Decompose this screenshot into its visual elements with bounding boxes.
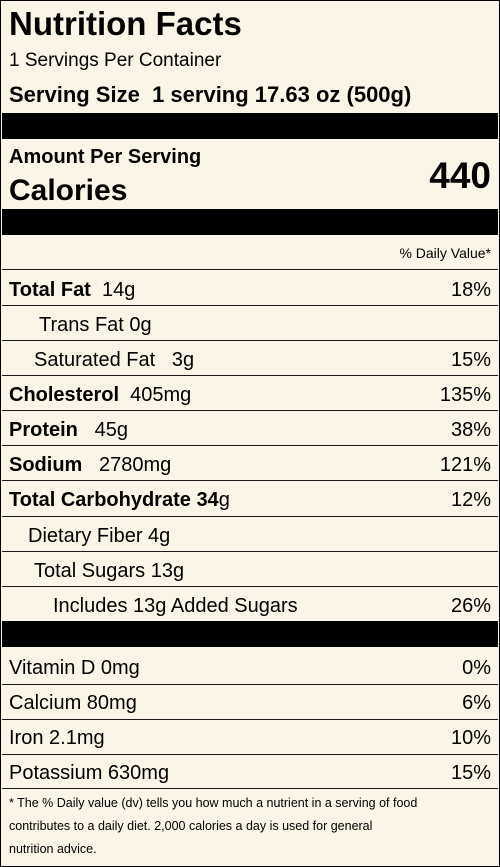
calories-label: Calories: [9, 174, 128, 207]
protein-dv: 38%: [450, 419, 491, 441]
dietary-fiber-row: Dietary Fiber 4g: [28, 525, 171, 547]
total-carbohydrate-amount: 34: [196, 489, 219, 511]
row-divider: [2, 754, 498, 755]
sodium-amount: 2780mg: [99, 454, 172, 476]
potassium-dv: 15%: [450, 762, 491, 784]
footnote-line-2: contributes to a daily diet. 2,000 calor…: [9, 819, 373, 833]
amount-per-serving: Amount Per Serving: [9, 146, 202, 168]
row-divider: [2, 684, 498, 685]
servings-per-container: 1 Servings Per Container: [9, 50, 222, 71]
calcium-dv: 6%: [462, 692, 491, 714]
cholesterol-amount: 405mg: [130, 384, 192, 406]
total-carbohydrate-row: Total Carbohydrate 34g: [9, 490, 230, 510]
calcium-row: Calcium 80mg: [9, 692, 137, 714]
cholesterol-dv: 135%: [439, 384, 491, 406]
row-divider: [2, 719, 498, 720]
total-carbohydrate-unit: g: [218, 489, 230, 511]
row-divider: [2, 410, 498, 411]
row-divider: [2, 788, 498, 789]
serving-size-label: Serving Size: [9, 82, 140, 107]
sodium-row: Sodium 2780mg: [9, 455, 171, 475]
row-divider: [2, 305, 498, 306]
daily-value-header: % Daily Value*: [399, 245, 491, 261]
thick-divider: [2, 621, 498, 647]
saturated-fat-label: Saturated Fat: [34, 349, 156, 371]
row-divider: [2, 340, 498, 341]
trans-fat-row: Trans Fat 0g: [39, 314, 152, 336]
total-fat-dv: 18%: [450, 279, 491, 301]
potassium-row: Potassium 630mg: [9, 762, 170, 784]
protein-row: Protein 45g: [9, 420, 128, 440]
row-divider: [2, 269, 498, 270]
cholesterol-label: Cholesterol: [9, 384, 120, 406]
total-fat-amount: 14g: [101, 279, 136, 301]
row-divider: [2, 375, 498, 376]
total-fat-label: Total Fat: [9, 279, 91, 301]
total-sugars-row: Total Sugars 13g: [34, 560, 185, 582]
protein-amount: 45g: [94, 419, 128, 441]
saturated-fat-row: Saturated Fat 3g: [34, 350, 194, 370]
sodium-label: Sodium: [9, 454, 83, 476]
serving-size-value: 1 serving 17.63 oz (500g): [152, 82, 412, 107]
total-carbohydrate-dv: 12%: [450, 489, 491, 511]
thick-divider: [2, 113, 498, 139]
calories-value: 440: [429, 155, 491, 196]
thick-divider: [2, 209, 498, 235]
total-fat-row: Total Fat 14g: [9, 280, 135, 300]
row-divider: [2, 445, 498, 446]
footnote-line-1: * The % Daily value (dv) tells you how m…: [9, 796, 418, 810]
iron-row: Iron 2.1mg: [9, 727, 105, 749]
protein-label: Protein: [9, 419, 78, 441]
vitamin-d-row: Vitamin D 0mg: [9, 657, 140, 679]
saturated-fat-dv: 15%: [450, 349, 491, 371]
added-sugars-row: Includes 13g Added Sugars: [53, 595, 298, 617]
sodium-dv: 121%: [439, 454, 491, 476]
iron-dv: 10%: [450, 727, 491, 749]
row-divider: [2, 551, 498, 552]
total-carbohydrate-label: Total Carbohydrate: [9, 489, 191, 511]
vitamin-d-dv: 0%: [462, 657, 491, 679]
row-divider: [2, 480, 498, 481]
row-divider: [2, 586, 498, 587]
serving-size: Serving Size 1 serving 17.63 oz (500g): [9, 84, 411, 106]
cholesterol-row: Cholesterol 405mg: [9, 385, 191, 405]
added-sugars-dv: 26%: [450, 595, 491, 617]
saturated-fat-amount: 3g: [171, 349, 195, 371]
row-divider: [2, 516, 498, 517]
label-title: Nutrition Facts: [9, 5, 242, 42]
footnote-line-3: nutrition advice.: [9, 842, 97, 856]
